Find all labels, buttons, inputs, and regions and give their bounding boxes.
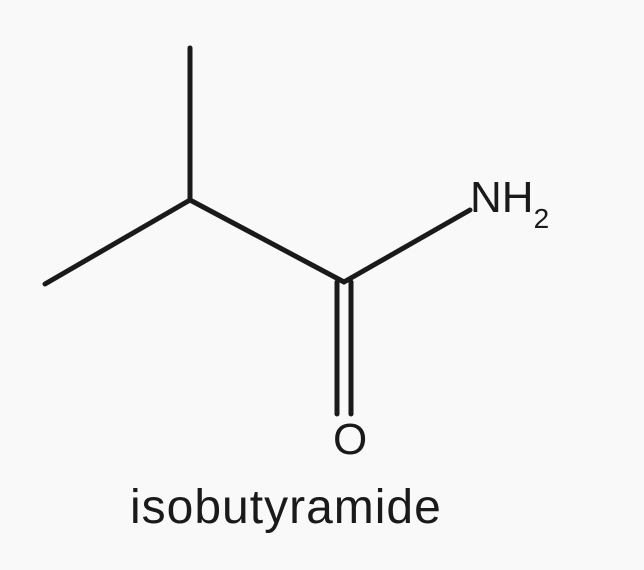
atom-n-sub: 2 [534,203,550,234]
molecule-canvas: NH2 O isobutyramide [0,0,644,570]
molecule-name: isobutyramide [130,480,442,535]
atom-n-text: NH [470,173,534,222]
atom-label-nh2: NH2 [470,176,549,227]
atom-label-o: O [333,418,367,462]
